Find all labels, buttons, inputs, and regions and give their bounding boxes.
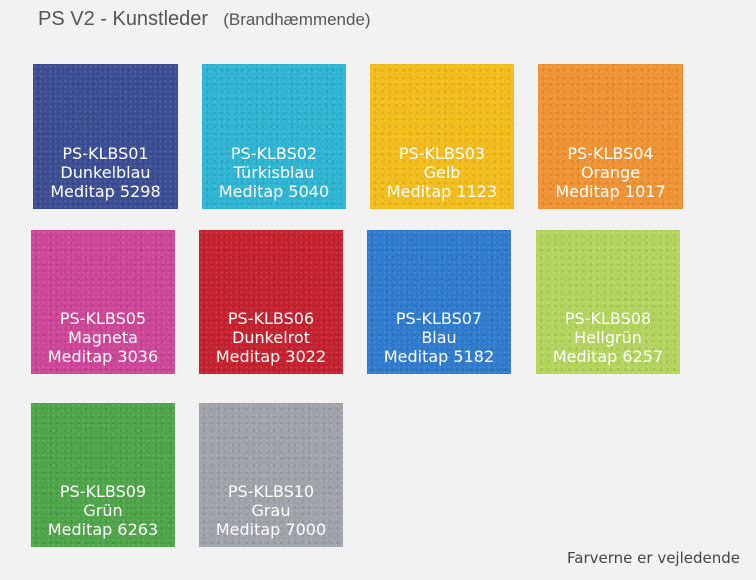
swatch-reference: Meditap 5040: [218, 182, 330, 201]
swatch-klbs06: PS-KLBS06 Dunkelrot Meditap 3022: [199, 230, 343, 374]
swatch-color-name: Grau: [251, 501, 291, 520]
swatch-klbs03: PS-KLBS03 Gelb Meditap 1123: [370, 64, 514, 209]
swatch-color-name: Dunkelrot: [232, 328, 310, 347]
swatch-reference: Meditap 6257: [552, 347, 664, 366]
disclaimer-note: Farverne er vejledende: [567, 549, 740, 567]
swatch-color-name: Dunkelblau: [60, 163, 151, 182]
swatch-klbs04: PS-KLBS04 Orange Meditap 1017: [538, 64, 683, 209]
swatch-code: PS-KLBS09: [59, 482, 147, 501]
swatch-klbs02: PS-KLBS02 Türkisblau Meditap 5040: [202, 64, 346, 209]
swatch-code: PS-KLBS10: [227, 482, 315, 501]
swatch-color-name: Blau: [421, 328, 457, 347]
swatch-klbs07: PS-KLBS07 Blau Meditap 5182: [367, 230, 511, 374]
page-title: PS V2 - Kunstleder: [38, 8, 209, 30]
swatch-klbs01: PS-KLBS01 Dunkelblau Meditap 5298: [33, 64, 178, 209]
swatch-reference: Meditap 1123: [386, 182, 498, 201]
swatch-code: PS-KLBS07: [395, 309, 483, 328]
swatch-klbs08: PS-KLBS08 Hellgrün Meditap 6257: [536, 230, 680, 374]
swatch-reference: Meditap 5298: [50, 182, 161, 201]
swatch-code: PS-KLBS05: [59, 309, 147, 328]
swatch-reference: Meditap 6263: [47, 520, 159, 539]
swatch-code: PS-KLBS01: [62, 144, 149, 163]
swatch-code: PS-KLBS08: [564, 309, 652, 328]
swatch-color-name: Magneta: [68, 328, 138, 347]
swatch-code: PS-KLBS06: [227, 309, 315, 328]
swatch-reference: Meditap 7000: [215, 520, 327, 539]
swatch-color-name: Gelb: [423, 163, 461, 182]
page-subtitle: (Brandhæmmende): [223, 10, 371, 29]
swatch-reference: Meditap 3022: [215, 347, 327, 366]
swatch-color-name: Türkisblau: [233, 163, 315, 182]
swatch-color-name: Hellgrün: [574, 328, 642, 347]
swatch-color-name: Grün: [83, 501, 123, 520]
page-header: PS V2 - Kunstleder (Brandhæmmende): [38, 8, 371, 36]
swatch-reference: Meditap 1017: [555, 182, 666, 201]
swatch-reference: Meditap 5182: [383, 347, 495, 366]
swatch-code: PS-KLBS02: [230, 144, 318, 163]
swatch-klbs09: PS-KLBS09 Grün Meditap 6263: [31, 403, 175, 547]
swatch-reference: Meditap 3036: [47, 347, 159, 366]
swatch-code: PS-KLBS04: [567, 144, 654, 163]
swatch-klbs05: PS-KLBS05 Magneta Meditap 3036: [31, 230, 175, 374]
swatch-code: PS-KLBS03: [398, 144, 486, 163]
swatch-color-name: Orange: [580, 163, 641, 182]
swatch-klbs10: PS-KLBS10 Grau Meditap 7000: [199, 403, 343, 547]
